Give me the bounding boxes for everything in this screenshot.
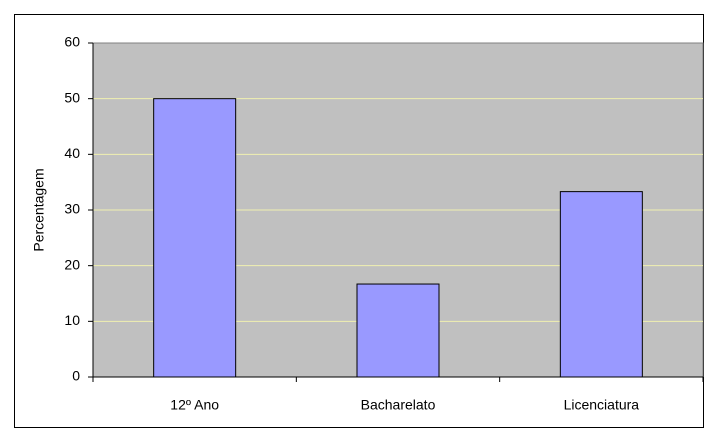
bar (356, 283, 440, 378)
x-tick-label: Licenciatura (564, 397, 640, 413)
y-tick-label: 40 (64, 145, 80, 161)
y-tick-label: 0 (72, 368, 80, 384)
y-axis-label: Percentagem (31, 168, 47, 251)
y-tick-label: 50 (64, 89, 80, 105)
y-tick-label: 30 (64, 201, 80, 217)
bar (153, 98, 237, 378)
y-tick-label: 60 (64, 34, 80, 50)
bar (559, 191, 643, 378)
x-tick-label: Bacharelato (361, 397, 436, 413)
y-tick-label: 10 (64, 312, 80, 328)
x-tick-label: 12º Ano (170, 397, 219, 413)
y-tick-label: 20 (64, 256, 80, 272)
